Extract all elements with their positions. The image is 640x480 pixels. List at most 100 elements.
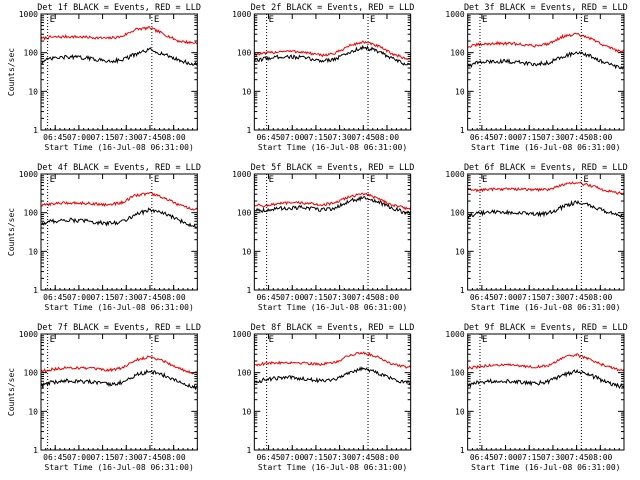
x-tick-label: 07:15 bbox=[304, 453, 328, 462]
events-series-line bbox=[467, 199, 625, 219]
y-tick-label: 100 bbox=[237, 49, 252, 58]
x-tick-label: 06:45 bbox=[256, 293, 280, 302]
x-tick-label: 08:00 bbox=[588, 133, 612, 142]
x-axis-label: Start Time (16-Jul-08 06:31:00) bbox=[45, 463, 194, 472]
y-tick-label: 10 bbox=[455, 87, 465, 96]
x-tick-label: 08:00 bbox=[162, 133, 186, 142]
y-tick-label: 10 bbox=[28, 407, 38, 416]
x-tick-label: 08:00 bbox=[162, 453, 186, 462]
x-tick-label: 07:15 bbox=[91, 453, 115, 462]
x-axis-label: Start Time (16-Jul-08 06:31:00) bbox=[258, 143, 407, 152]
plot-frame bbox=[40, 173, 198, 291]
y-axis-label: Counts/sec bbox=[7, 208, 16, 256]
time-marker-label: E bbox=[50, 335, 55, 345]
x-tick-label: 07:30 bbox=[541, 453, 565, 462]
x-tick-label: 07:30 bbox=[114, 133, 138, 142]
time-marker-label: E bbox=[370, 175, 375, 185]
panel-title: Det 6f BLACK = Events, RED = LLD bbox=[464, 163, 628, 173]
x-tick-label: 07:00 bbox=[67, 453, 91, 462]
x-tick-label: 07:45 bbox=[565, 453, 589, 462]
lld-series-line bbox=[40, 355, 198, 375]
y-tick-label: 100 bbox=[450, 209, 465, 218]
time-marker-label: E bbox=[154, 335, 159, 345]
events-series-line bbox=[40, 47, 198, 66]
y-tick-label: 100 bbox=[450, 49, 465, 58]
y-tick-label: 1 bbox=[460, 126, 465, 135]
time-marker-label: E bbox=[269, 335, 274, 345]
y-tick-label: 1000 bbox=[445, 170, 464, 179]
plot-frame bbox=[467, 173, 625, 291]
y-tick-label: 1000 bbox=[445, 330, 464, 339]
x-tick-label: 07:15 bbox=[517, 453, 541, 462]
x-tick-label: 07:15 bbox=[517, 293, 541, 302]
panel-title: Det 9f BLACK = Events, RED = LLD bbox=[464, 323, 628, 333]
time-marker-label: E bbox=[482, 15, 487, 25]
x-axis-label: Start Time (16-Jul-08 06:31:00) bbox=[45, 143, 194, 152]
panel-det-6: Det 6f BLACK = Events, RED = LLD E E 1 10 100… bbox=[445, 163, 627, 312]
y-tick-label: 10 bbox=[28, 247, 38, 256]
time-marker-label: E bbox=[50, 15, 55, 25]
time-marker-label: E bbox=[583, 175, 588, 185]
plot-frame bbox=[40, 13, 198, 131]
y-tick-label: 100 bbox=[450, 369, 465, 378]
x-axis-label: Start Time (16-Jul-08 06:31:00) bbox=[471, 463, 620, 472]
lld-series-line bbox=[467, 32, 625, 54]
y-tick-label: 10 bbox=[28, 87, 38, 96]
x-tick-label: 07:00 bbox=[494, 453, 518, 462]
x-tick-label: 07:15 bbox=[304, 133, 328, 142]
x-tick-label: 07:00 bbox=[494, 133, 518, 142]
y-tick-label: 1000 bbox=[232, 10, 251, 19]
x-tick-label: 06:45 bbox=[256, 453, 280, 462]
events-series-line bbox=[467, 50, 624, 70]
y-tick-label: 10 bbox=[242, 407, 252, 416]
panel-det-2: Det 2f BLACK = Events, RED = LLD E E 1 10 100… bbox=[232, 3, 414, 152]
x-axis-label: Start Time (16-Jul-08 06:31:00) bbox=[45, 303, 194, 312]
lld-series-line bbox=[254, 351, 412, 369]
x-tick-label: 07:15 bbox=[91, 133, 115, 142]
x-tick-label: 07:00 bbox=[280, 133, 304, 142]
time-marker-label: E bbox=[269, 175, 274, 185]
panel-title: Det 1f BLACK = Events, RED = LLD bbox=[37, 3, 201, 13]
x-tick-label: 07:30 bbox=[541, 133, 565, 142]
time-marker-label: E bbox=[370, 335, 375, 345]
y-tick-label: 10 bbox=[242, 87, 252, 96]
x-tick-label: 07:45 bbox=[138, 133, 162, 142]
x-tick-label: 08:00 bbox=[375, 293, 399, 302]
x-axis-label: Start Time (16-Jul-08 06:31:00) bbox=[258, 303, 407, 312]
x-tick-label: 06:45 bbox=[43, 293, 67, 302]
panel-det-5: Det 5f BLACK = Events, RED = LLD E E 1 10 100… bbox=[232, 163, 414, 312]
panel-title: Det 5f BLACK = Events, RED = LLD bbox=[251, 163, 415, 173]
plot-frame bbox=[253, 333, 412, 451]
y-tick-label: 1000 bbox=[19, 10, 38, 19]
time-marker-label: E bbox=[583, 335, 588, 345]
x-tick-label: 07:00 bbox=[280, 453, 304, 462]
x-axis-label: Start Time (16-Jul-08 06:31:00) bbox=[258, 463, 407, 472]
panel-det-9: Det 9f BLACK = Events, RED = LLD E E 1 10 100… bbox=[445, 323, 627, 472]
x-tick-label: 07:15 bbox=[91, 293, 115, 302]
time-marker-label: E bbox=[154, 15, 159, 25]
x-tick-label: 07:30 bbox=[114, 453, 138, 462]
panel-title: Det 8f BLACK = Events, RED = LLD bbox=[251, 323, 415, 333]
time-marker-label: E bbox=[50, 175, 55, 185]
x-tick-label: 06:45 bbox=[470, 133, 494, 142]
x-tick-label: 08:00 bbox=[588, 293, 612, 302]
x-tick-label: 07:30 bbox=[114, 293, 138, 302]
time-marker-label: E bbox=[154, 175, 159, 185]
y-tick-label: 10 bbox=[455, 407, 465, 416]
x-tick-label: 06:45 bbox=[470, 293, 494, 302]
plot-frame bbox=[467, 333, 625, 451]
lld-series-line bbox=[467, 352, 625, 372]
x-tick-label: 07:30 bbox=[328, 133, 352, 142]
x-tick-label: 07:45 bbox=[138, 293, 162, 302]
x-tick-label: 06:45 bbox=[470, 453, 494, 462]
lld-series-line bbox=[253, 40, 411, 60]
y-tick-label: 1 bbox=[33, 446, 38, 455]
y-tick-label: 1 bbox=[33, 286, 38, 295]
x-tick-label: 06:45 bbox=[256, 133, 280, 142]
x-tick-label: 07:30 bbox=[541, 293, 565, 302]
y-tick-label: 100 bbox=[24, 209, 39, 218]
x-tick-label: 07:00 bbox=[494, 293, 518, 302]
lld-series-line bbox=[467, 181, 624, 195]
panel-title: Det 7f BLACK = Events, RED = LLD bbox=[37, 323, 201, 333]
